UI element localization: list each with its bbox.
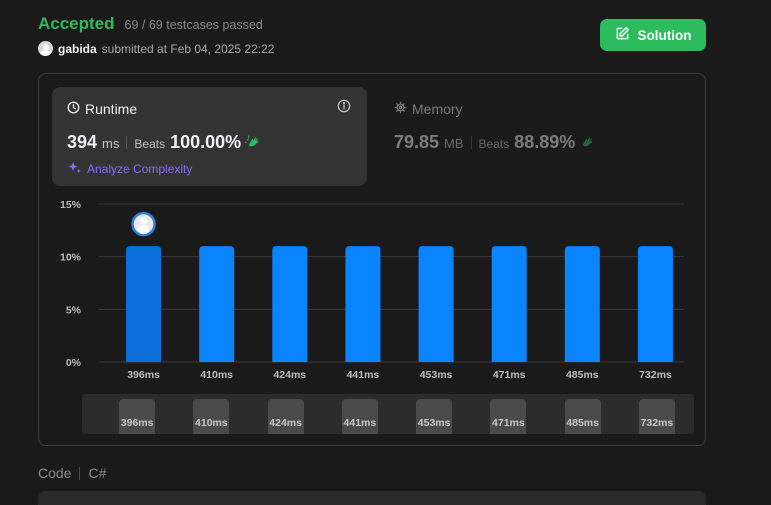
runtime-title: Runtime xyxy=(85,101,138,117)
chart-bar[interactable] xyxy=(345,246,381,362)
scrubber-label: 424ms xyxy=(269,417,302,429)
chart-bar[interactable] xyxy=(418,246,454,362)
memory-beats-label: Beats xyxy=(478,137,510,151)
chart-range-scrubber[interactable]: 396ms 410ms 424ms 441ms 453ms 471ms 485ms 732ms xyxy=(82,394,694,434)
performance-card: Runtime 394 ms Beats 100.00% xyxy=(38,73,706,446)
analyze-complexity-link[interactable]: Analyze Complexity xyxy=(67,160,192,178)
submitted-at: submitted at Feb 04, 2025 22:22 xyxy=(101,41,275,56)
divider xyxy=(126,136,128,149)
chart-bar[interactable] xyxy=(491,246,527,362)
user-position-avatar[interactable] xyxy=(131,211,156,237)
runtime-distribution-chart: 15% 10% 5% 0% 396ms 410ms 424ms 441ms 453ms 471ms… xyxy=(60,199,684,381)
x-tick-label: 471ms xyxy=(493,369,526,381)
chart-bar[interactable] xyxy=(564,246,600,362)
scrubber-label: 732ms xyxy=(640,417,674,429)
x-tick-label: 396ms xyxy=(127,369,160,381)
x-tick-label: 410ms xyxy=(200,369,233,381)
x-tick-label: 424ms xyxy=(273,369,306,381)
code-language: C# xyxy=(88,465,107,481)
status-accepted: Accepted xyxy=(38,14,115,33)
solution-button[interactable]: Solution xyxy=(600,19,706,51)
x-tick-label: 485ms xyxy=(566,369,599,381)
runtime-unit: ms xyxy=(102,136,120,151)
y-tick-label: 0% xyxy=(66,357,82,369)
scrubber-label: 485ms xyxy=(566,417,599,429)
scrubber-bar xyxy=(267,399,304,434)
scrubber-label: 441ms xyxy=(343,417,377,429)
solution-button-label: Solution xyxy=(637,27,692,43)
memory-panel[interactable]: Memory 79.85 MB Beats 88.89% xyxy=(380,87,695,186)
chart-bar[interactable] xyxy=(272,246,308,362)
sparkle-icon xyxy=(67,160,82,178)
chart-bar[interactable] xyxy=(637,246,673,362)
username-link[interactable]: gabida xyxy=(58,41,97,56)
x-tick-label: 441ms xyxy=(347,369,380,381)
clock-icon xyxy=(67,101,80,117)
scrubber-label: 453ms xyxy=(417,417,451,429)
testcases-passed: 69 / 69 testcases passed xyxy=(124,18,263,32)
scrubber-label: 410ms xyxy=(195,417,228,429)
divider xyxy=(470,136,472,149)
clap-icon xyxy=(245,134,261,151)
memory-value: 79.85 xyxy=(394,132,440,152)
scrubber-bar xyxy=(564,399,601,434)
info-icon[interactable] xyxy=(337,99,351,118)
chart-bar[interactable] xyxy=(199,246,235,362)
scrubber-bar xyxy=(490,399,527,434)
x-tick-label: 732ms xyxy=(639,369,672,381)
code-label: Code xyxy=(38,465,72,481)
y-tick-label: 5% xyxy=(66,304,82,316)
scrubber-bar xyxy=(416,399,453,434)
scrubber-bar xyxy=(638,399,675,434)
scrubber-bar xyxy=(119,399,156,434)
chart-bar[interactable] xyxy=(126,246,162,362)
runtime-panel[interactable]: Runtime 394 ms Beats 100.00% xyxy=(52,87,367,186)
code-header: Code C# xyxy=(38,465,106,481)
memory-beats-value: 88.89% xyxy=(514,132,576,152)
y-tick-label: 10% xyxy=(60,252,82,264)
clap-icon xyxy=(579,135,595,151)
memory-chip-icon xyxy=(394,101,407,117)
y-tick-label: 15% xyxy=(60,199,82,211)
analyze-complexity-label: Analyze Complexity xyxy=(87,162,193,176)
scrubber-bar xyxy=(193,399,230,434)
runtime-value: 394 xyxy=(67,132,98,152)
memory-unit: MB xyxy=(444,136,464,151)
submission-header: Accepted 69 / 69 testcases passed gabida… xyxy=(38,14,274,56)
memory-title: Memory xyxy=(412,101,463,117)
divider xyxy=(79,466,81,480)
x-tick-label: 453ms xyxy=(420,369,453,381)
scrubber-label: 471ms xyxy=(492,417,525,429)
user-avatar[interactable] xyxy=(38,41,53,56)
runtime-beats-value: 100.00% xyxy=(170,132,242,152)
runtime-beats-label: Beats xyxy=(134,137,166,151)
scrubber-bar xyxy=(341,399,378,434)
code-editor xyxy=(38,491,706,505)
scrubber-label: 396ms xyxy=(120,417,154,429)
edit-icon xyxy=(615,26,630,44)
